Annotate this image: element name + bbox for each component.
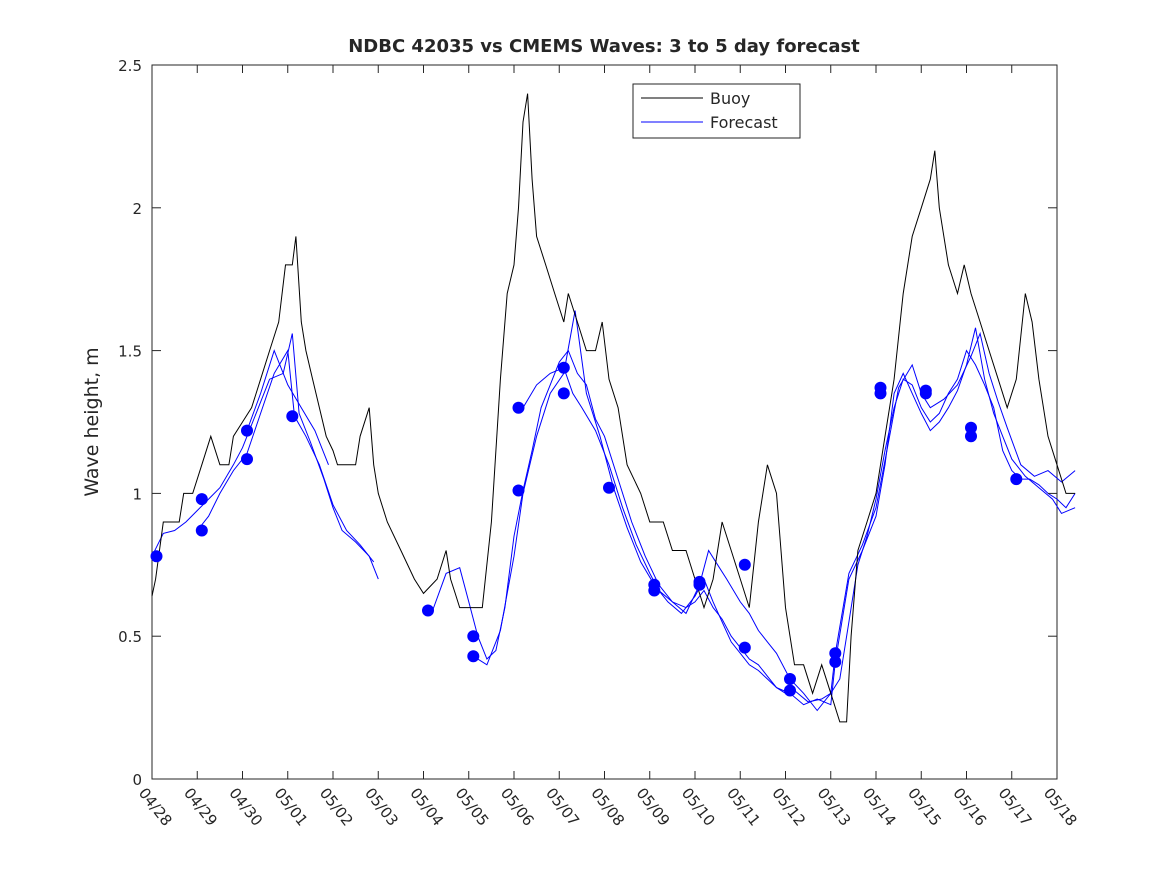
forecast-point-marker xyxy=(195,524,208,537)
forecast-point-marker xyxy=(557,361,570,374)
legend-box xyxy=(632,83,801,139)
forecast-point-marker xyxy=(829,655,842,668)
x-tick-label: 05/07 xyxy=(542,784,583,829)
x-tick-label: 05/15 xyxy=(904,784,945,829)
y-axis-ticks: 0 0.5 1 1.5 2 2.5 xyxy=(118,57,1057,789)
x-tick-label: 04/30 xyxy=(225,784,266,829)
x-tick-label: 05/02 xyxy=(316,784,357,829)
forecast-point-marker xyxy=(648,584,661,597)
forecast-series-line xyxy=(432,349,1076,703)
forecast-point-marker xyxy=(693,578,706,591)
forecast-series-line xyxy=(196,349,375,563)
y-tick-label: 2.5 xyxy=(118,57,142,75)
forecast-point-marker xyxy=(512,484,525,497)
x-tick-label: 05/09 xyxy=(633,784,674,829)
legend-label-buoy: Buoy xyxy=(710,89,750,108)
forecast-point-marker xyxy=(512,401,525,414)
forecast-point-marker xyxy=(829,647,842,660)
x-tick-label: 05/13 xyxy=(814,784,855,829)
forecast-point-marker xyxy=(965,421,977,434)
x-tick-label: 05/05 xyxy=(452,784,493,829)
forecast-point-marker xyxy=(195,493,208,506)
forecast-point-marker xyxy=(874,387,887,400)
forecast-point-marker xyxy=(784,684,796,697)
forecast-point-marker xyxy=(286,410,299,423)
forecast-series-line xyxy=(151,333,379,580)
plot-area: 04/28 04/29 04/30 05/01 05/02 05/03 05/04 05/05… xyxy=(118,57,1081,830)
x-tick-label: 05/14 xyxy=(859,784,900,829)
x-tick-label: 05/18 xyxy=(1040,784,1081,829)
x-tick-label: 05/04 xyxy=(406,784,447,829)
x-tick-label: 05/01 xyxy=(271,784,312,829)
forecast-point-marker xyxy=(784,673,796,685)
series-layer xyxy=(150,93,1076,723)
forecast-point-marker xyxy=(965,430,977,443)
forecast-point-marker xyxy=(919,387,932,400)
forecast-point-marker xyxy=(467,630,480,643)
x-tick-label: 05/08 xyxy=(587,784,628,829)
legend: Buoy Forecast xyxy=(632,83,801,139)
forecast-point-marker xyxy=(1010,473,1023,486)
forecast-point-marker xyxy=(467,650,480,663)
y-tick-label: 1.5 xyxy=(118,343,142,361)
forecast-point-marker xyxy=(241,453,253,466)
x-tick-label: 04/28 xyxy=(135,784,176,829)
forecast-series-line xyxy=(522,331,1076,712)
forecast-point-marker xyxy=(422,604,434,617)
x-tick-label: 04/29 xyxy=(180,784,221,829)
x-tick-label: 05/16 xyxy=(949,784,990,829)
forecast-point-marker xyxy=(738,558,751,571)
y-tick-label: 0.5 xyxy=(118,628,142,646)
x-tick-label: 05/03 xyxy=(361,784,402,829)
x-tick-label: 05/10 xyxy=(678,784,719,829)
forecast-point-marker xyxy=(241,424,253,437)
y-tick-label: 0 xyxy=(132,771,142,789)
forecast-point-marker xyxy=(738,641,751,654)
forecast-point-marker xyxy=(557,387,570,400)
y-axis-label: Wave height, m xyxy=(81,347,103,496)
y-tick-label: 1 xyxy=(132,485,142,503)
legend-label-forecast: Forecast xyxy=(710,113,778,132)
y-tick-label: 2 xyxy=(132,200,142,218)
buoy-series-line xyxy=(151,93,1076,723)
axes-box xyxy=(151,64,1058,780)
x-tick-label: 05/06 xyxy=(497,784,538,829)
x-tick-label: 05/17 xyxy=(995,784,1036,829)
chart-title: NDBC 42035 vs CMEMS Waves: 3 to 5 day fo… xyxy=(348,36,860,57)
forecast-point-marker xyxy=(603,481,615,494)
forecast-series-line xyxy=(246,349,329,465)
forecast-point-marker xyxy=(150,550,163,563)
x-tick-label: 05/12 xyxy=(768,784,809,829)
x-tick-label: 05/11 xyxy=(723,784,764,829)
